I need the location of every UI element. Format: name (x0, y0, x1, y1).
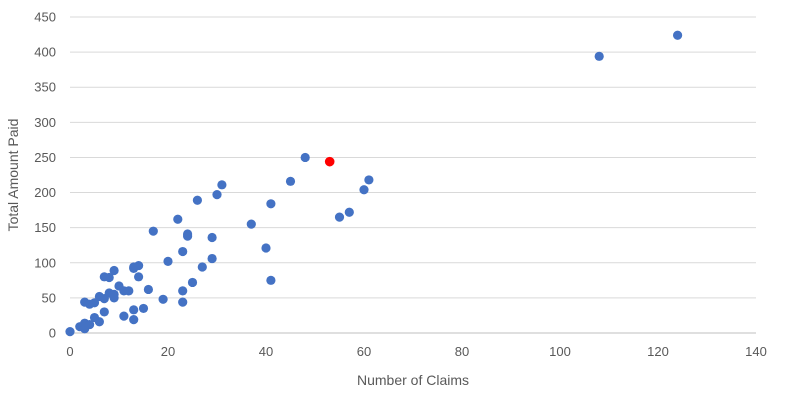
y-tick-label: 350 (34, 80, 56, 95)
y-tick-label: 100 (34, 255, 56, 270)
y-tick-label: 400 (34, 45, 56, 60)
data-point (197, 262, 207, 272)
data-point (138, 303, 149, 314)
x-tick-label: 100 (549, 344, 571, 359)
data-point (178, 297, 188, 307)
data-point (148, 226, 158, 236)
gridlines (70, 16, 756, 334)
data-point (359, 185, 369, 195)
data-point (178, 286, 188, 296)
data-point (173, 214, 183, 224)
data-point (104, 272, 114, 283)
data-point (207, 232, 217, 243)
data-point (119, 311, 129, 321)
data-point (129, 305, 139, 315)
data-point (134, 272, 144, 282)
y-tick-label: 250 (34, 150, 56, 165)
data-point (192, 195, 202, 205)
x-tick-label: 60 (357, 344, 371, 359)
data-point (300, 152, 310, 163)
data-point (261, 243, 271, 253)
y-axis-title: Total Amount Paid (5, 119, 21, 232)
data-point (334, 212, 345, 222)
data-point (212, 190, 222, 200)
data-point (94, 317, 104, 327)
data-point (594, 51, 604, 61)
x-tick-label: 140 (745, 344, 767, 359)
y-tick-label: 0 (49, 326, 56, 341)
data-point (124, 286, 134, 296)
x-tick-label: 20 (161, 344, 175, 359)
data-point (158, 294, 168, 304)
y-tick-label: 150 (34, 220, 56, 235)
data-point (217, 180, 227, 190)
data-point (207, 253, 217, 264)
y-axis-tick-labels: 0 50 100 150 200 250 300 350 400 450 (34, 10, 56, 341)
data-point (178, 246, 188, 257)
x-axis-tick-labels: 0 20 40 60 80 100 120 140 (66, 344, 766, 359)
data-point (163, 256, 173, 266)
data-point (364, 175, 374, 185)
data-point (85, 319, 95, 330)
data-point (266, 275, 276, 285)
data-point (183, 229, 193, 239)
x-tick-label: 120 (647, 344, 669, 359)
y-tick-label: 50 (42, 290, 56, 305)
data-point (89, 298, 100, 308)
highlighted-data-point (324, 156, 335, 167)
x-axis-title: Number of Claims (357, 372, 469, 388)
data-point (285, 176, 296, 186)
data-point (109, 289, 119, 299)
data-point (99, 307, 109, 317)
data-point (266, 199, 276, 209)
data-point (65, 326, 75, 337)
x-tick-label: 40 (259, 344, 273, 359)
y-tick-label: 200 (34, 185, 56, 200)
y-tick-label: 300 (34, 115, 56, 130)
data-point (344, 207, 354, 217)
data-point (109, 265, 119, 276)
data-point (134, 260, 144, 271)
data-point (187, 277, 198, 288)
x-tick-label: 0 (66, 344, 73, 359)
x-tick-label: 80 (455, 344, 469, 359)
data-point (246, 219, 256, 229)
data-point (143, 284, 153, 295)
data-point (673, 30, 683, 40)
data-point (129, 315, 139, 325)
data-points (65, 30, 683, 337)
y-tick-label: 450 (34, 10, 56, 25)
